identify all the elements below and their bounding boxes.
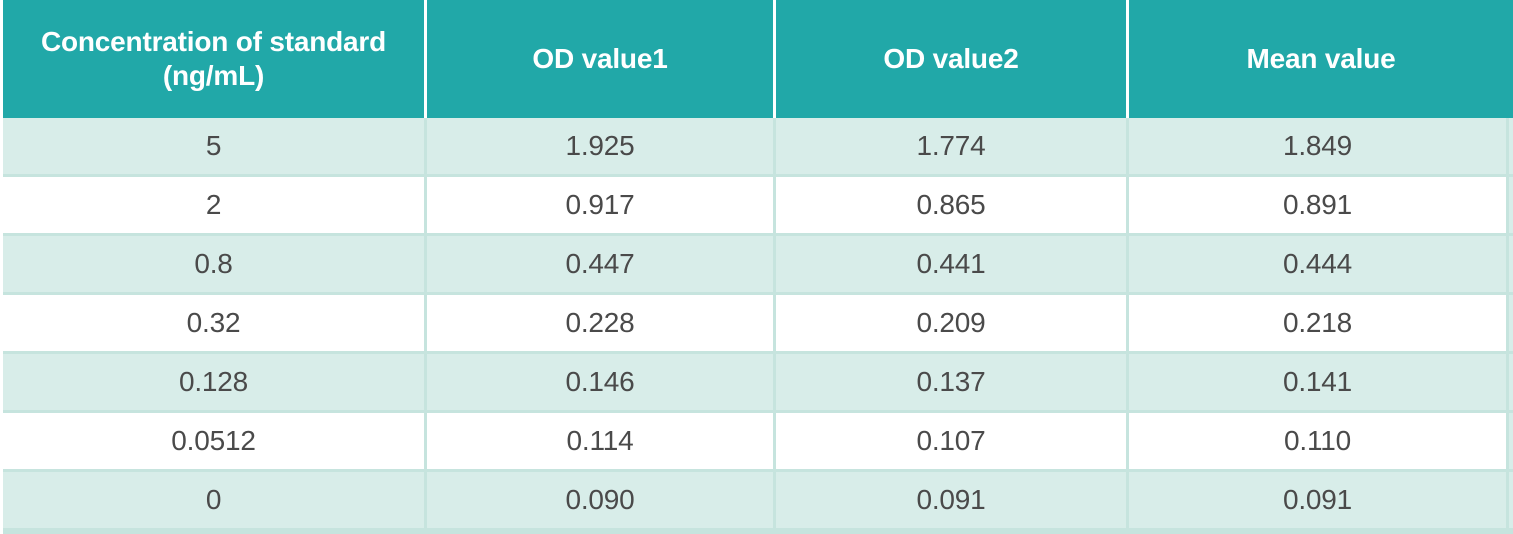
table-cell: 0.107	[776, 413, 1126, 469]
table-cell: 1.774	[776, 118, 1126, 174]
table-cell: 0.146	[427, 354, 773, 410]
table-cell: 0.091	[1129, 472, 1506, 528]
table-cell: 0.114	[427, 413, 773, 469]
table-cell: 1.925	[427, 118, 773, 174]
table-cell: 0.228	[427, 295, 773, 351]
table-cell: 0.444	[1129, 236, 1506, 292]
table-cell: 0.209	[776, 295, 1126, 351]
table-cell: 0.0512	[3, 413, 424, 469]
table-cell: 0.128	[3, 354, 424, 410]
table-right-edge-strip	[1509, 295, 1513, 351]
header-concentration-line1: Concentration of standard	[40, 26, 386, 57]
table-cell: 0.441	[776, 236, 1126, 292]
table-cell: 0.32	[3, 295, 424, 351]
table-cell: 0.218	[1129, 295, 1506, 351]
table-cell: 0.110	[1129, 413, 1506, 469]
table-cell: 0.447	[427, 236, 773, 292]
table-body: 5 1.925 1.774 1.849 2 0.917 0.865 0.891 …	[3, 118, 1513, 534]
table-cell: 1.849	[1129, 118, 1506, 174]
table-right-edge-strip	[1509, 472, 1513, 528]
header-cell-concentration: Concentration of standard (ng/mL)	[3, 0, 424, 118]
table-cell: 0.865	[776, 177, 1126, 233]
table-right-edge-strip	[1509, 413, 1513, 469]
table-right-edge-strip	[1509, 177, 1513, 233]
table-cell: 0.137	[776, 354, 1126, 410]
table-cell: 0.141	[1129, 354, 1506, 410]
table-cell: 2	[3, 177, 424, 233]
header-cell-od-value1: OD value1	[427, 0, 773, 118]
table-right-edge-strip	[1509, 236, 1513, 292]
table-cell: 0.917	[427, 177, 773, 233]
table-cell: 0.090	[427, 472, 773, 528]
table-cell: 5	[3, 118, 424, 174]
header-cell-od-value2: OD value2	[776, 0, 1126, 118]
header-cell-mean-value: Mean value	[1129, 0, 1513, 118]
table-header-row: Concentration of standard (ng/mL) OD val…	[3, 0, 1513, 118]
table-right-edge-strip	[1509, 118, 1513, 174]
table-cell: 0.8	[3, 236, 424, 292]
table-cell: 0.891	[1129, 177, 1506, 233]
table-right-edge-strip	[1509, 354, 1513, 410]
header-concentration-line2: (ng/mL)	[162, 60, 265, 91]
table-cell: 0.091	[776, 472, 1126, 528]
table-cell: 0	[3, 472, 424, 528]
